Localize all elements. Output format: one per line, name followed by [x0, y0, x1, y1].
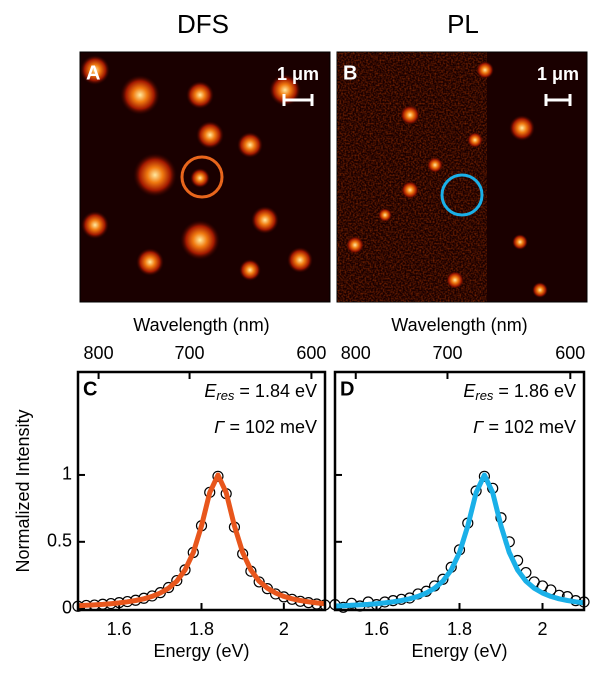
x-tick-label: 2	[537, 619, 547, 639]
x-tick-label: 2	[279, 619, 289, 639]
y-tick-label: 1	[62, 464, 72, 484]
x-tick-label: 1.6	[107, 619, 132, 639]
panel-letter: D	[340, 378, 354, 400]
x2-tick-label: 600	[555, 343, 585, 363]
x-tick-label: 1.8	[189, 619, 214, 639]
annotation-symbol: Γ	[473, 417, 484, 437]
x-tick-label: 1.6	[364, 619, 389, 639]
x2-tick-label: 600	[296, 343, 326, 363]
annotation-text: = 1.86 eV	[493, 381, 576, 401]
x2-axis-label: Wavelength (nm)	[391, 315, 527, 335]
data-point	[478, 470, 490, 482]
x-axis-label: Energy (eV)	[153, 641, 249, 661]
annotation-symbol: E	[463, 381, 476, 401]
scale-bar-label: 1 μm	[537, 64, 579, 84]
fit-line	[334, 472, 585, 609]
data-point	[171, 574, 183, 587]
y-tick-label: 0.5	[47, 531, 72, 551]
plot-frame	[76, 370, 327, 612]
panel-letter: C	[83, 378, 97, 400]
annotation: Γ = 102 meV	[473, 417, 576, 437]
annotation-text: = 102 meV	[224, 417, 317, 437]
x2-tick-label: 700	[175, 343, 205, 363]
x-axis-label: Energy (eV)	[411, 641, 507, 661]
plot-frame	[333, 370, 586, 612]
annotation: Γ = 102 meV	[214, 417, 317, 437]
y-axis-label: Normalized Intensity	[13, 409, 33, 572]
annotation-symbol: E	[204, 381, 217, 401]
panel-letter: A	[86, 62, 100, 84]
annotation-text: = 102 meV	[483, 417, 576, 437]
data-point	[212, 470, 224, 482]
image-a: 1 μm A	[79, 51, 331, 303]
column-title: DFS	[177, 9, 229, 39]
data-point	[253, 576, 265, 588]
x-tick-label: 1.8	[447, 619, 472, 639]
annotation: Eres = 1.86 eV	[463, 381, 576, 404]
annotation-text: = 1.84 eV	[234, 381, 317, 401]
scale-bar-label: 1 μm	[277, 64, 319, 84]
annotation-subscript: res	[475, 388, 494, 403]
annotation-symbol: Γ	[214, 417, 225, 437]
x2-tick-label: 700	[432, 343, 462, 363]
fit-line	[77, 472, 326, 609]
annotation-subscript: res	[216, 388, 235, 403]
x2-axis-label: Wavelength (nm)	[133, 315, 269, 335]
image-b: 1 μm B	[336, 51, 588, 303]
data-point	[162, 581, 175, 594]
x2-tick-label: 800	[84, 343, 114, 363]
annotation: Eres = 1.84 eV	[204, 381, 317, 404]
column-title: PL	[447, 9, 479, 39]
x2-tick-label: 800	[341, 343, 371, 363]
panel-letter: B	[343, 62, 357, 84]
y-tick-label: 0	[62, 597, 72, 617]
